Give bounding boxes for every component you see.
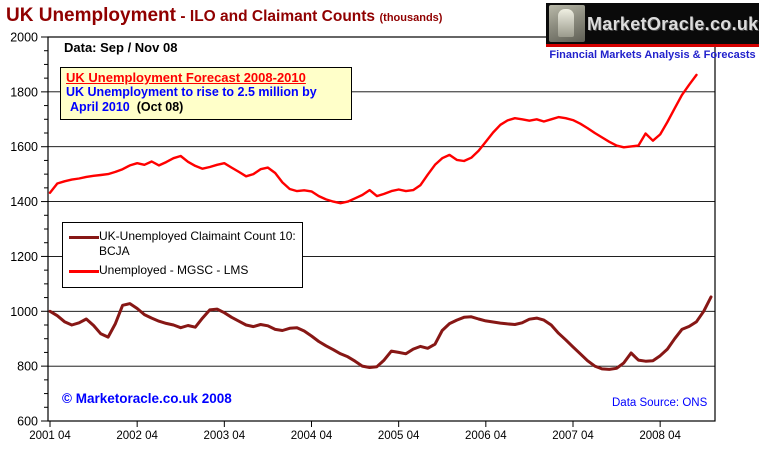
legend-label: Unemployed - MGSC - LMS bbox=[99, 263, 249, 277]
x-tick-label: 2002 04 bbox=[116, 430, 158, 442]
logo-brand: MarketOracle.co.uk bbox=[587, 14, 759, 34]
forecast-title: UK Unemployment Forecast 2008-2010 bbox=[66, 70, 306, 85]
oracle-statue-icon bbox=[549, 5, 585, 42]
x-tick-label: 2005 04 bbox=[378, 430, 420, 442]
legend-item: UK-Unemployed Claimaint Count 10: BCJA bbox=[69, 229, 302, 259]
data-source: Data Source: ONS bbox=[612, 397, 708, 409]
legend: UK-Unemployed Claimaint Count 10: BCJA U… bbox=[62, 222, 303, 288]
chart-title-main: UK Unemployment bbox=[6, 5, 176, 26]
x-tick-label: 2007 04 bbox=[552, 430, 594, 442]
logo: MarketOracle.co.uk bbox=[546, 3, 759, 47]
claimant-line-swatch bbox=[69, 236, 99, 239]
data-vintage-label: Data: Sep / Nov 08 bbox=[64, 40, 178, 55]
ilo-line-swatch bbox=[69, 270, 99, 273]
forecast-line2: April 2010 bbox=[70, 100, 130, 114]
x-tick-label: 2006 04 bbox=[465, 430, 507, 442]
x-tick-label: 2003 04 bbox=[204, 430, 246, 442]
series-line-claimant bbox=[48, 295, 713, 371]
legend-item: Unemployed - MGSC - LMS bbox=[69, 263, 302, 278]
y-tick-label: 600 bbox=[17, 415, 38, 429]
logo-stripe bbox=[546, 44, 759, 47]
y-tick-label: 1000 bbox=[10, 305, 38, 319]
y-tick-label: 1800 bbox=[10, 85, 38, 99]
x-tick-label: 2001 04 bbox=[29, 430, 71, 442]
copyright: © Marketoracle.co.uk 2008 bbox=[62, 391, 232, 406]
y-tick-label: 1200 bbox=[10, 250, 38, 264]
y-tick-label: 800 bbox=[17, 360, 38, 374]
y-tick-label: 1400 bbox=[10, 195, 38, 209]
legend-label: UK-Unemployed Claimaint Count 10: BCJA bbox=[99, 229, 296, 258]
chart-title: UK Unemployment - ILO and Claimant Count… bbox=[6, 5, 442, 27]
series-line-ilo bbox=[48, 73, 698, 205]
y-tick-label: 1600 bbox=[10, 140, 38, 154]
chart-title-subtitle: - ILO and Claimant Counts bbox=[180, 8, 376, 25]
x-tick-label: 2008 04 bbox=[639, 430, 681, 442]
forecast-line1: UK Unemployment to rise to 2.5 million b… bbox=[66, 85, 317, 99]
chart-title-units: (thousands) bbox=[379, 12, 443, 24]
forecast-date: (Oct 08) bbox=[136, 100, 184, 114]
x-tick-label: 2004 04 bbox=[291, 430, 333, 442]
y-tick-label: 2000 bbox=[10, 31, 38, 45]
forecast-callout: UK Unemployment Forecast 2008-2010 UK Un… bbox=[60, 67, 352, 120]
logo-tagline: Financial Markets Analysis & Forecasts bbox=[549, 49, 756, 61]
